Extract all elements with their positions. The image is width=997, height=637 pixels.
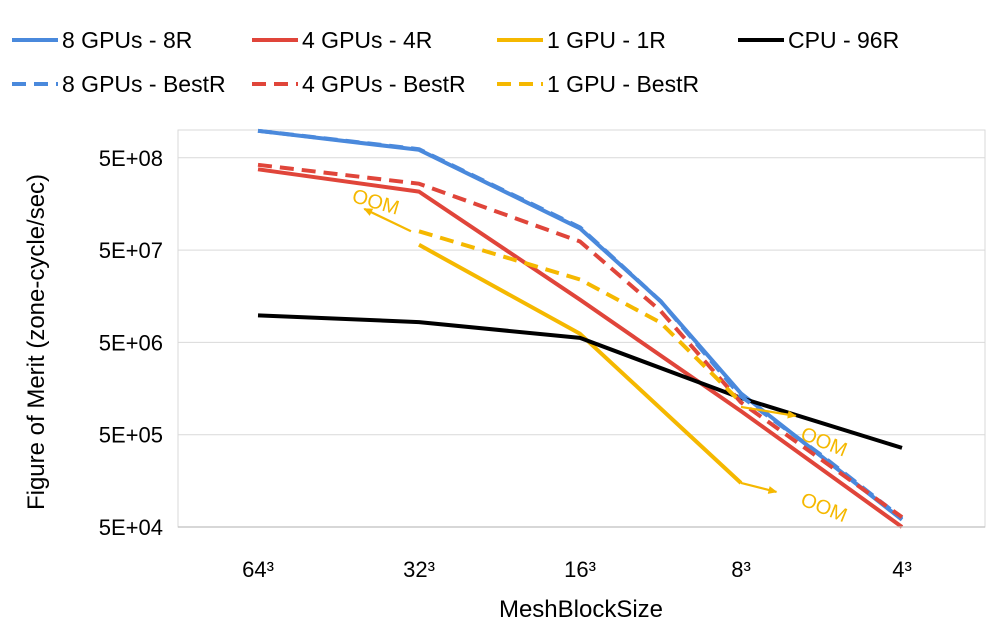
x-tick-label: 4³ xyxy=(892,557,912,582)
series-line-4-gpus-4r xyxy=(257,167,904,529)
x-axis-title: MeshBlockSize xyxy=(499,596,663,623)
legend: 8 GPUs - 8R 4 GPUs - 4R 1 GPU - 1R CPU - 96… xyxy=(12,27,899,97)
legend-label: 8 GPUs - BestR xyxy=(62,71,226,97)
y-tick-label: 5E+04 xyxy=(99,515,163,540)
y-tick-label: 5E+05 xyxy=(99,423,163,448)
axis-layer: 5E+04 5E+05 5E+06 5E+07 5E+08 64³ 32³ 16³ 8³ 4³ xyxy=(99,146,985,582)
x-tick-label: 16³ xyxy=(564,557,596,582)
grid-lines xyxy=(178,157,985,436)
series-layer xyxy=(257,128,904,529)
oom-arrow xyxy=(363,207,412,233)
legend-label: 4 GPUs - BestR xyxy=(302,71,466,97)
legend-label: 8 GPUs - 8R xyxy=(62,27,192,53)
oom-arrow xyxy=(740,405,797,419)
x-tick-label: 32³ xyxy=(403,557,435,582)
series-line-1-gpu-1r xyxy=(418,243,743,485)
y-axis-title: Figure of Merit (zone-cycle/sec) xyxy=(23,174,50,510)
legend-label: 1 GPU - BestR xyxy=(547,71,699,97)
series-line-1-gpu-bestr xyxy=(418,229,743,404)
oom-arrow xyxy=(740,481,778,494)
legend-label: 1 GPU - 1R xyxy=(547,27,666,53)
plot-area xyxy=(177,129,986,528)
series-line-8-gpus-bestr xyxy=(257,128,904,520)
series-line-4-gpus-bestr xyxy=(257,162,904,519)
y-tick-label: 5E+06 xyxy=(99,330,163,355)
y-tick-label: 5E+08 xyxy=(99,146,163,171)
y-tick-label: 5E+07 xyxy=(99,238,163,263)
x-tick-label: 64³ xyxy=(242,557,274,582)
legend-label: 4 GPUs - 4R xyxy=(302,27,432,53)
x-tick-label: 8³ xyxy=(731,557,751,582)
legend-label: CPU - 96R xyxy=(788,27,899,53)
